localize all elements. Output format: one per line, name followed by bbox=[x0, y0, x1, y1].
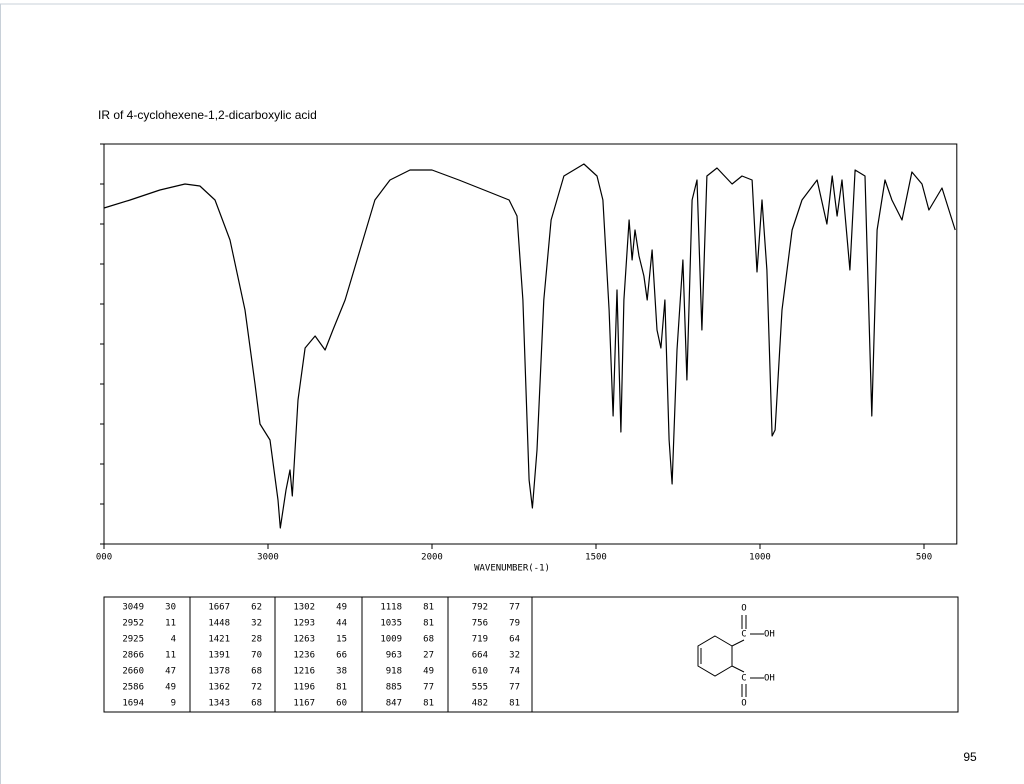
peak-transmittance: 60 bbox=[336, 699, 347, 709]
peak-transmittance: 4 bbox=[171, 635, 176, 645]
peak-transmittance: 11 bbox=[165, 651, 176, 661]
molecule bbox=[697, 615, 764, 697]
atom-label: O bbox=[741, 699, 746, 709]
peak-transmittance: 77 bbox=[423, 683, 434, 693]
peak-transmittance: 81 bbox=[509, 699, 520, 709]
peak-transmittance: 9 bbox=[171, 699, 176, 709]
peak-wavenumber: 963 bbox=[386, 651, 402, 661]
peak-transmittance: 49 bbox=[423, 667, 434, 677]
spectrum-line bbox=[103, 163, 956, 529]
peak-wavenumber: 792 bbox=[472, 603, 488, 613]
peak-transmittance: 66 bbox=[336, 651, 347, 661]
peak-transmittance: 49 bbox=[165, 683, 176, 693]
peak-transmittance: 74 bbox=[509, 667, 520, 677]
x-axis-label: WAVENUMBER(-1) bbox=[474, 564, 550, 574]
atom-label: C bbox=[741, 630, 746, 640]
peak-transmittance: 70 bbox=[251, 651, 262, 661]
atom-label: OH bbox=[764, 630, 775, 640]
peak-transmittance: 38 bbox=[336, 667, 347, 677]
peak-transmittance: 32 bbox=[251, 619, 262, 629]
x-tick-label: 500 bbox=[916, 553, 932, 563]
x-tick-label: 2000 bbox=[421, 553, 443, 563]
peak-wavenumber: 1196 bbox=[293, 683, 315, 693]
peak-wavenumber: 1694 bbox=[122, 699, 144, 709]
peak-transmittance: 72 bbox=[251, 683, 262, 693]
peak-wavenumber: 1302 bbox=[293, 603, 315, 613]
peak-wavenumber: 482 bbox=[472, 699, 488, 709]
peak-wavenumber: 1167 bbox=[293, 699, 315, 709]
peak-wavenumber: 664 bbox=[472, 651, 488, 661]
peak-table bbox=[103, 596, 959, 713]
peak-wavenumber: 1118 bbox=[380, 603, 402, 613]
peak-wavenumber: 1421 bbox=[208, 635, 230, 645]
peak-wavenumber: 1667 bbox=[208, 603, 230, 613]
peak-transmittance: 32 bbox=[509, 651, 520, 661]
x-tick-label: 1000 bbox=[749, 553, 771, 563]
peak-transmittance: 79 bbox=[509, 619, 520, 629]
peak-transmittance: 49 bbox=[336, 603, 347, 613]
peak-wavenumber: 885 bbox=[386, 683, 402, 693]
atom-label: O bbox=[741, 604, 746, 614]
peak-transmittance: 81 bbox=[336, 683, 347, 693]
peak-wavenumber: 2866 bbox=[122, 651, 144, 661]
peak-wavenumber: 1236 bbox=[293, 651, 315, 661]
x-tick-label: 000 bbox=[96, 553, 112, 563]
peak-wavenumber: 2660 bbox=[122, 667, 144, 677]
atom-label: C bbox=[741, 674, 746, 684]
peak-transmittance: 68 bbox=[251, 699, 262, 709]
peak-wavenumber: 756 bbox=[472, 619, 488, 629]
peak-transmittance: 28 bbox=[251, 635, 262, 645]
peak-wavenumber: 719 bbox=[472, 635, 488, 645]
peak-wavenumber: 918 bbox=[386, 667, 402, 677]
chart-title: IR of 4-cyclohexene-1,2-dicarboxylic aci… bbox=[98, 108, 317, 122]
peak-wavenumber: 1362 bbox=[208, 683, 230, 693]
peak-transmittance: 77 bbox=[509, 603, 520, 613]
x-tick-label: 1500 bbox=[585, 553, 607, 563]
peak-wavenumber: 1448 bbox=[208, 619, 230, 629]
peak-transmittance: 68 bbox=[251, 667, 262, 677]
peak-transmittance: 27 bbox=[423, 651, 434, 661]
peak-wavenumber: 1391 bbox=[208, 651, 230, 661]
peak-transmittance: 81 bbox=[423, 619, 434, 629]
peak-transmittance: 64 bbox=[509, 635, 520, 645]
peak-transmittance: 30 bbox=[165, 603, 176, 613]
peak-transmittance: 81 bbox=[423, 603, 434, 613]
peak-wavenumber: 610 bbox=[472, 667, 488, 677]
peak-transmittance: 62 bbox=[251, 603, 262, 613]
peak-transmittance: 77 bbox=[509, 683, 520, 693]
peak-wavenumber: 3049 bbox=[122, 603, 144, 613]
peak-wavenumber: 1343 bbox=[208, 699, 230, 709]
peak-wavenumber: 2952 bbox=[122, 619, 144, 629]
x-tick-label: 3000 bbox=[257, 553, 279, 563]
peak-transmittance: 47 bbox=[165, 667, 176, 677]
page-number: 95 bbox=[963, 750, 977, 764]
peak-wavenumber: 1035 bbox=[380, 619, 402, 629]
peak-wavenumber: 555 bbox=[472, 683, 488, 693]
peak-transmittance: 68 bbox=[423, 635, 434, 645]
peak-wavenumber: 1263 bbox=[293, 635, 315, 645]
peak-wavenumber: 847 bbox=[386, 699, 402, 709]
peak-wavenumber: 1293 bbox=[293, 619, 315, 629]
peak-wavenumber: 2586 bbox=[122, 683, 144, 693]
peak-transmittance: 81 bbox=[423, 699, 434, 709]
peak-wavenumber: 1216 bbox=[293, 667, 315, 677]
peak-transmittance: 11 bbox=[165, 619, 176, 629]
peak-wavenumber: 1009 bbox=[380, 635, 402, 645]
peak-transmittance: 15 bbox=[336, 635, 347, 645]
peak-wavenumber: 1378 bbox=[208, 667, 230, 677]
atom-label: OH bbox=[764, 674, 775, 684]
peak-transmittance: 44 bbox=[336, 619, 347, 629]
peak-wavenumber: 2925 bbox=[122, 635, 144, 645]
